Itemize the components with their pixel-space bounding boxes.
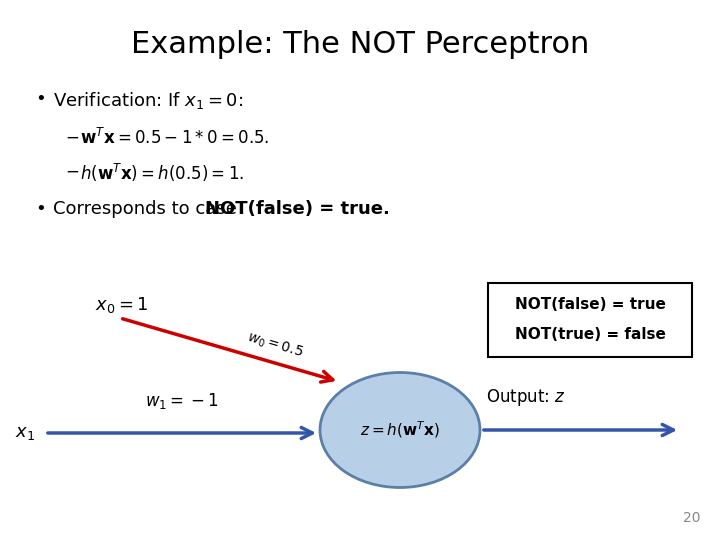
Text: •: • xyxy=(35,90,46,108)
Text: NOT(true) = false: NOT(true) = false xyxy=(515,327,665,342)
Text: $\mathbf{w}^T\mathbf{x} = 0.5 - 1*0 = 0.5.$: $\mathbf{w}^T\mathbf{x} = 0.5 - 1*0 = 0.… xyxy=(80,128,269,148)
Text: Corresponds to case: Corresponds to case xyxy=(53,200,243,218)
FancyBboxPatch shape xyxy=(488,283,692,357)
Text: NOT(false) = true.: NOT(false) = true. xyxy=(205,200,390,218)
Text: $-$: $-$ xyxy=(65,128,79,146)
Text: $x_0 = 1$: $x_0 = 1$ xyxy=(95,295,148,315)
Text: $z = h(\mathbf{w}^T\mathbf{x})$: $z = h(\mathbf{w}^T\mathbf{x})$ xyxy=(360,420,440,440)
Text: $h(\mathbf{w}^T\mathbf{x}) = h(0.5) = 1.$: $h(\mathbf{w}^T\mathbf{x}) = h(0.5) = 1.… xyxy=(80,162,244,184)
Text: $w_1 = -1$: $w_1 = -1$ xyxy=(145,391,219,411)
Text: •: • xyxy=(35,200,46,218)
Text: Example: The NOT Perceptron: Example: The NOT Perceptron xyxy=(131,30,589,59)
Text: Output: $z$: Output: $z$ xyxy=(486,387,566,408)
Text: $w_0 = 0.5$: $w_0 = 0.5$ xyxy=(245,329,305,361)
Text: Verification: If $x_1 = 0$:: Verification: If $x_1 = 0$: xyxy=(53,90,243,111)
Text: NOT(false) = true: NOT(false) = true xyxy=(515,297,665,312)
Text: 20: 20 xyxy=(683,511,700,525)
Text: $-$: $-$ xyxy=(65,162,79,180)
Ellipse shape xyxy=(320,373,480,488)
Text: $x_1$: $x_1$ xyxy=(15,424,35,442)
